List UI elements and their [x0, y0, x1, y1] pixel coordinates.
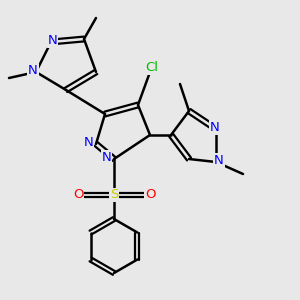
Text: O: O	[73, 188, 83, 202]
Text: N: N	[102, 151, 111, 164]
Text: N: N	[214, 154, 224, 167]
Text: Cl: Cl	[145, 61, 158, 74]
Text: N: N	[84, 136, 93, 149]
Text: N: N	[210, 121, 219, 134]
Text: O: O	[145, 188, 155, 202]
Text: S: S	[110, 188, 118, 202]
Text: N: N	[48, 34, 57, 47]
Text: N: N	[28, 64, 38, 77]
